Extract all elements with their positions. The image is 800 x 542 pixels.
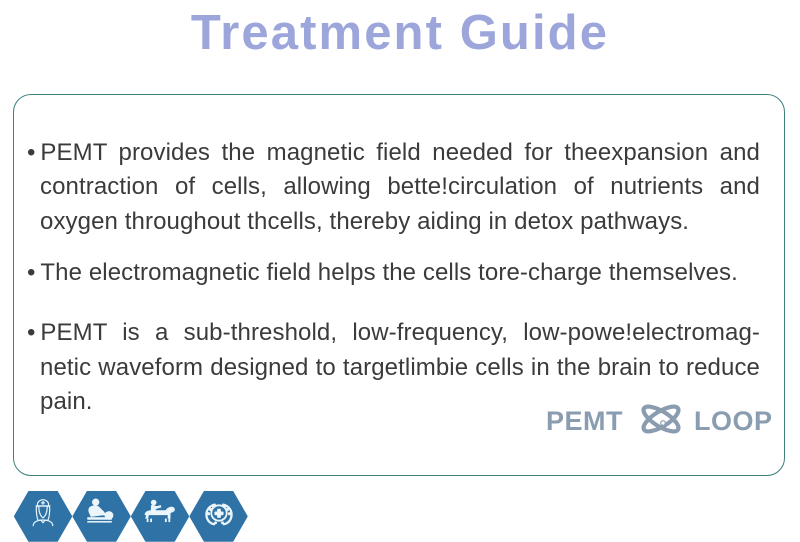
svg-text:PEMT: PEMT [546,406,623,436]
svg-text:LOOP: LOOP [694,406,773,436]
